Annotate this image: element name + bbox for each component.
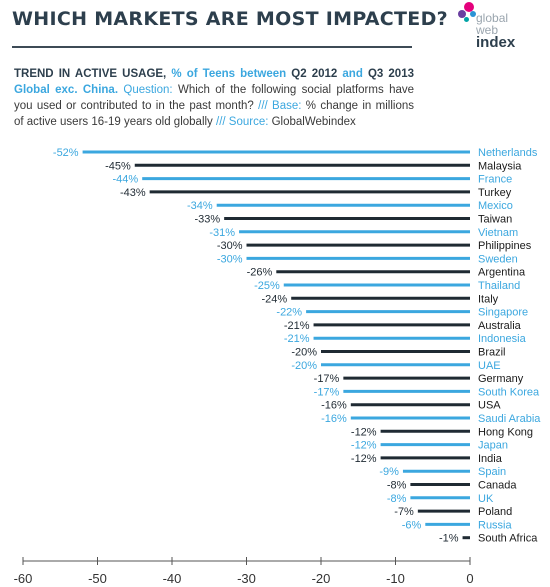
bar-value-label: -12%: [351, 453, 377, 465]
bar-category-label: South Korea: [478, 386, 540, 398]
description-line-2: Global exc. China. Question: Which of th…: [14, 84, 415, 96]
x-axis-tick-label: -20: [312, 571, 331, 586]
bar-category-label: Thailand: [478, 280, 520, 292]
bar-value-label: -31%: [209, 227, 235, 239]
bar-value-label: -25%: [254, 280, 280, 292]
bar-value-label: -1%: [439, 533, 459, 545]
x-axis-tick-label: -30: [237, 571, 256, 586]
bar-chart: -52% Netherlands -45% Malaysia -44% France -43…: [14, 147, 542, 586]
bar-value-label: -6%: [402, 519, 422, 531]
chart-description: TREND IN ACTIVE USAGE, % of Teens betwee…: [14, 66, 414, 130]
bar-value-label: -24%: [262, 293, 288, 305]
chart-title: WHICH MARKETS ARE MOST IMPACTED?: [12, 8, 448, 30]
bar-value-label: -45%: [105, 160, 131, 172]
bar-category-label: Taiwan: [478, 214, 512, 226]
bar-category-label: Netherlands: [478, 147, 538, 159]
bar-category-label: Poland: [478, 506, 512, 518]
bar-value-label: -16%: [321, 400, 347, 412]
bar-category-label: Argentina: [478, 267, 526, 279]
bar-category-label: Italy: [478, 293, 499, 305]
bar-category-label: Turkey: [478, 187, 512, 199]
bar-value-label: -12%: [351, 440, 377, 452]
bar-value-label: -26%: [247, 267, 273, 279]
logo-dots-icon: [456, 2, 480, 26]
bar-value-label: -9%: [379, 466, 399, 478]
globalwebindex-logo: global web index: [456, 2, 546, 56]
logo-word-web: web: [476, 23, 499, 37]
bar-value-label: -8%: [387, 493, 407, 505]
bar-value-label: -21%: [284, 333, 310, 345]
bar-category-label: Saudi Arabia: [478, 413, 541, 425]
bar-value-label: -20%: [291, 347, 317, 359]
bar-value-label: -12%: [351, 426, 377, 438]
bar-category-label: Russia: [478, 519, 513, 531]
bar-value-label: -43%: [120, 187, 146, 199]
bar-category-label: Brazil: [478, 347, 506, 359]
bar-category-label: South Africa: [478, 533, 538, 545]
bar-category-label: UK: [478, 493, 494, 505]
bar-value-label: -17%: [314, 386, 340, 398]
bar-category-label: Philippines: [478, 240, 532, 252]
x-axis-tick-label: -60: [14, 571, 33, 586]
bar-category-label: Vietnam: [478, 227, 518, 239]
title-underline: [12, 46, 412, 48]
bar-value-label: -30%: [217, 253, 243, 265]
bar-category-label: USA: [478, 400, 501, 412]
bar-value-label: -52%: [53, 147, 79, 159]
bar-value-label: -30%: [217, 240, 243, 252]
bar-category-label: France: [478, 174, 512, 186]
bar-value-label: -8%: [387, 480, 407, 492]
bar-category-label: India: [478, 453, 503, 465]
x-axis-tick-label: -40: [163, 571, 182, 586]
bar-value-label: -7%: [394, 506, 414, 518]
bar-value-label: -44%: [113, 174, 139, 186]
bar-category-label: Mexico: [478, 200, 513, 212]
x-axis-tick-label: 0: [466, 571, 473, 586]
x-axis-tick-label: -50: [88, 571, 107, 586]
bar-category-label: UAE: [478, 360, 501, 372]
description-line-1: TREND IN ACTIVE USAGE, % of Teens betwee…: [14, 68, 414, 80]
bar-category-label: Singapore: [478, 307, 528, 319]
bar-value-label: -21%: [284, 320, 310, 332]
bar-category-label: Hong Kong: [478, 426, 533, 438]
bar-value-label: -17%: [314, 373, 340, 385]
bar-value-label: -33%: [194, 214, 220, 226]
bar-category-label: Australia: [478, 320, 522, 332]
bar-value-label: -22%: [276, 307, 302, 319]
description-line-4: of active users 16-19 years old globally…: [14, 116, 356, 128]
bar-category-label: Malaysia: [478, 160, 522, 172]
bar-category-label: Sweden: [478, 253, 518, 265]
description-line-3: you used or contributed to in the past m…: [14, 100, 414, 112]
bar-category-label: Japan: [478, 440, 508, 452]
logo-word-global: global: [476, 11, 509, 25]
logo-word-index: index: [476, 34, 516, 51]
bar-value-label: -34%: [187, 200, 213, 212]
bar-value-label: -16%: [321, 413, 347, 425]
bar-value-label: -20%: [291, 360, 317, 372]
bar-category-label: Canada: [478, 480, 517, 492]
bar-category-label: Germany: [478, 373, 524, 385]
x-axis-tick-label: -10: [386, 571, 405, 586]
bar-category-label: Indonesia: [478, 333, 527, 345]
bar-category-label: Spain: [478, 466, 506, 478]
